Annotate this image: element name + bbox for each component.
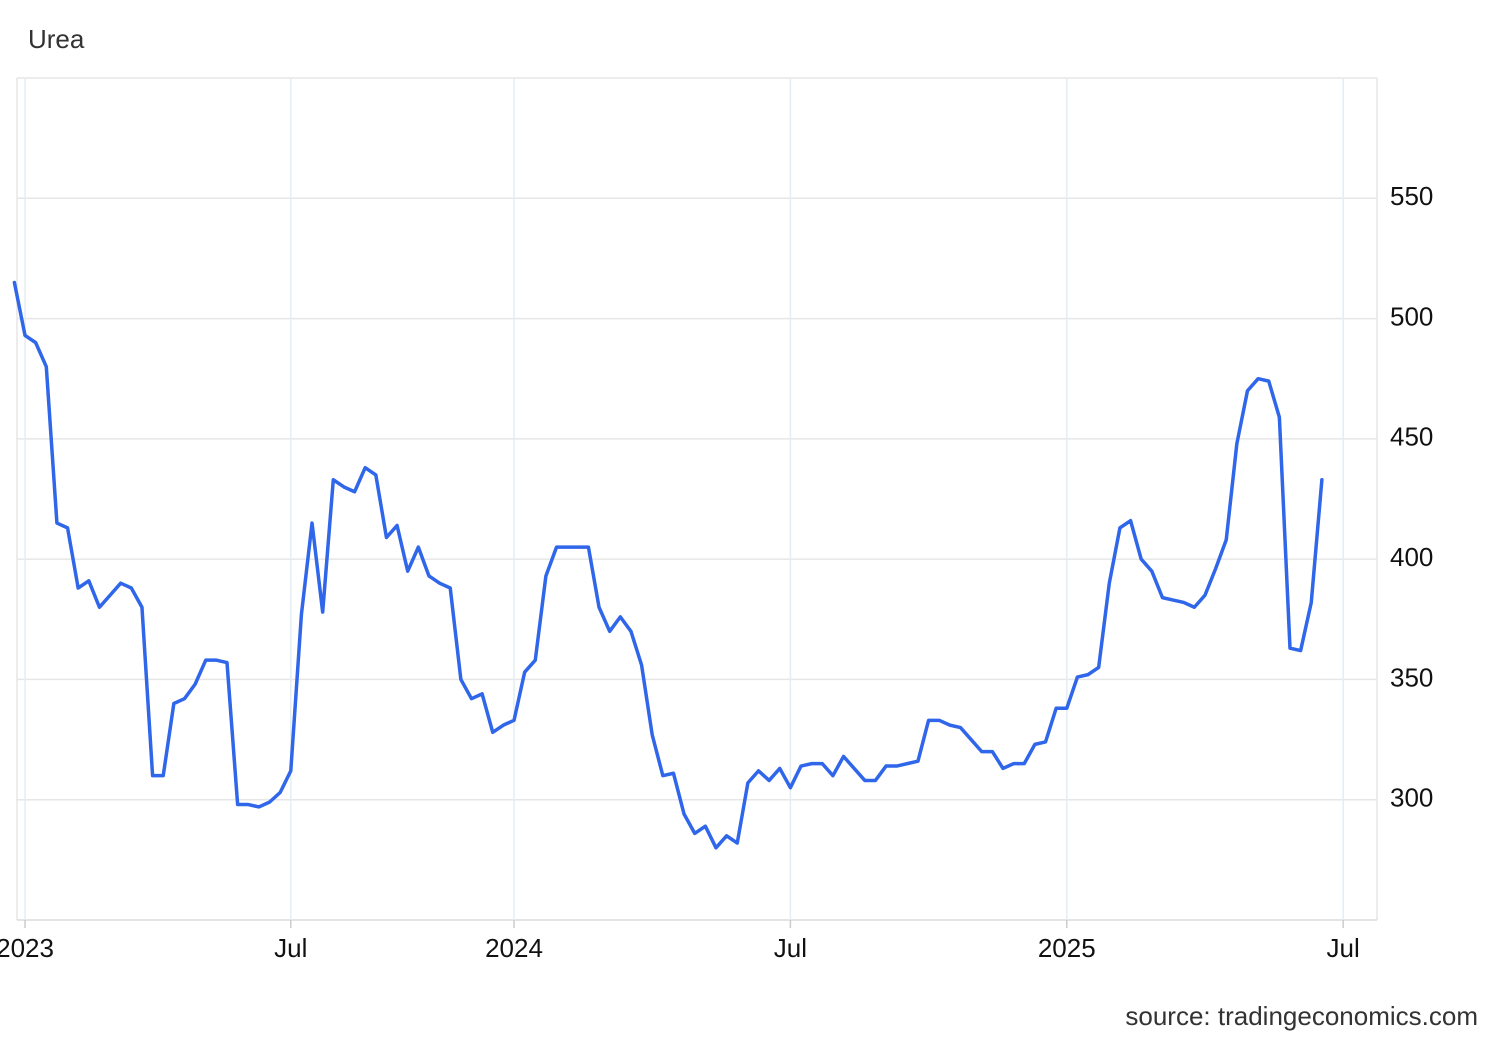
y-tick-label: 350	[1390, 662, 1433, 692]
x-tick-label: 2023	[0, 933, 54, 963]
x-tick-label: Jul	[1327, 933, 1360, 963]
price-line	[12, 280, 1324, 850]
x-tick-label: 2025	[1038, 933, 1096, 963]
chart-title: Urea	[28, 24, 85, 54]
x-tick-label: Jul	[274, 933, 307, 963]
y-tick-label: 500	[1390, 301, 1433, 331]
x-tick-label: 2024	[485, 933, 543, 963]
y-tick-label: 550	[1390, 181, 1433, 211]
y-tick-label: 400	[1390, 542, 1433, 572]
x-tick-label: Jul	[774, 933, 807, 963]
source: source: tradingeconomics.com	[1125, 1001, 1478, 1031]
y-tick-label: 300	[1390, 783, 1433, 813]
y-tick-label: 450	[1390, 422, 1433, 452]
